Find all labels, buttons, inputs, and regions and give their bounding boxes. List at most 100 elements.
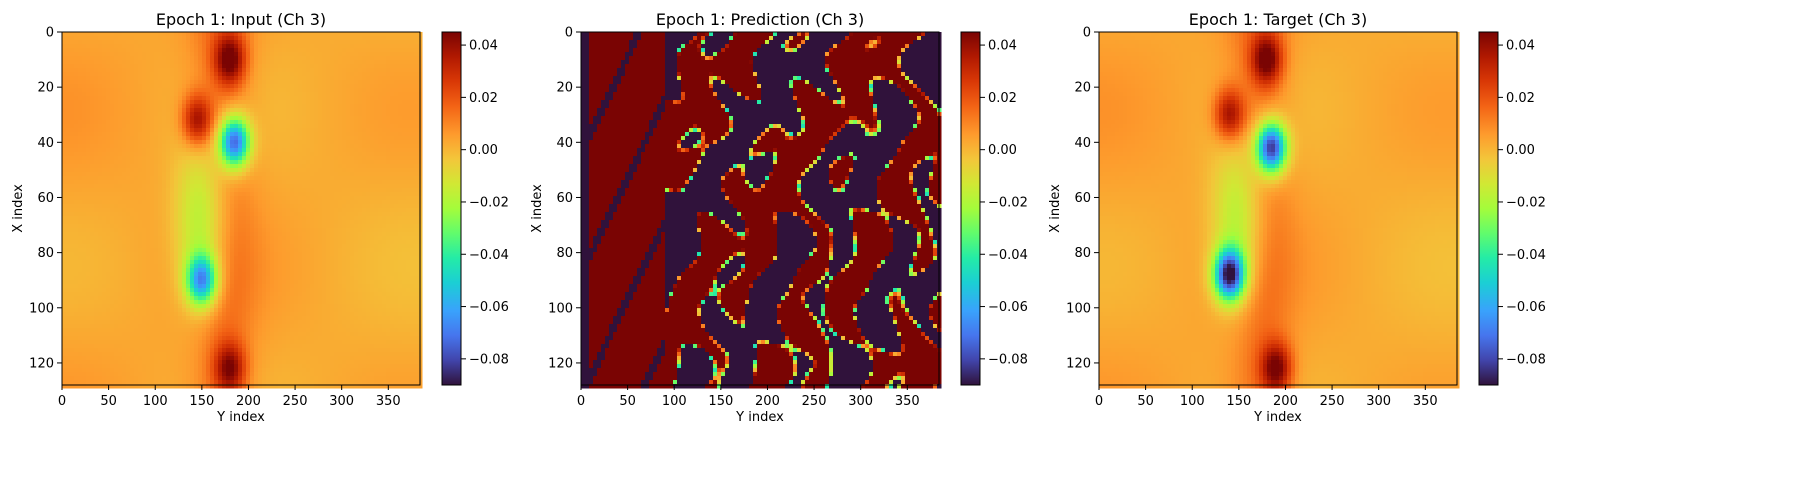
heatmap-cell xyxy=(370,68,375,73)
heatmap-cell xyxy=(158,52,163,57)
heatmap-cell xyxy=(290,104,295,109)
heatmap-cell xyxy=(126,116,131,121)
heatmap-cell xyxy=(254,92,259,97)
heatmap-cell xyxy=(270,60,275,65)
heatmap-cell xyxy=(230,100,235,105)
heatmap-cell xyxy=(150,96,155,101)
heatmap-cell xyxy=(290,48,295,53)
heatmap-cell xyxy=(154,48,159,53)
heatmap-cell xyxy=(258,100,263,105)
heatmap-cell xyxy=(154,156,159,161)
heatmap-cell xyxy=(406,44,411,49)
heatmap-cell xyxy=(82,232,87,237)
heatmap-cell xyxy=(246,64,251,69)
heatmap-cell xyxy=(286,80,291,85)
heatmap-cell xyxy=(386,44,391,49)
heatmap-cell xyxy=(174,44,179,49)
heatmap-cell xyxy=(382,128,387,133)
heatmap-cell xyxy=(246,120,251,125)
heatmap-cell xyxy=(314,56,319,61)
heatmap-cell xyxy=(306,56,311,61)
heatmap-cell xyxy=(218,200,223,205)
heatmap-cell xyxy=(170,52,175,57)
heatmap-cell xyxy=(206,176,211,181)
heatmap-cell xyxy=(374,216,379,221)
heatmap-cell xyxy=(126,224,131,229)
heatmap-cell xyxy=(238,92,243,97)
heatmap-cell xyxy=(370,124,375,129)
heatmap-cell xyxy=(102,92,107,97)
heatmap-cell xyxy=(338,44,343,49)
heatmap-cell xyxy=(238,112,243,117)
heatmap-cell xyxy=(290,168,295,173)
heatmap-cell xyxy=(230,144,235,149)
heatmap-cell xyxy=(210,136,215,141)
heatmap-cell xyxy=(86,136,91,141)
heatmap-cell xyxy=(306,128,311,133)
heatmap-cell xyxy=(198,144,203,149)
heatmap-cell xyxy=(262,124,267,129)
heatmap-cell xyxy=(114,108,119,113)
heatmap-cell xyxy=(190,192,195,197)
heatmap-cell xyxy=(122,200,127,205)
heatmap-cell xyxy=(190,96,195,101)
heatmap-cell xyxy=(322,240,327,245)
heatmap-cell xyxy=(226,212,231,217)
heatmap-cell xyxy=(394,244,399,249)
heatmap-cell xyxy=(218,216,223,221)
heatmap-cell xyxy=(334,124,339,129)
heatmap-cell xyxy=(378,44,383,49)
heatmap-cell xyxy=(314,212,319,217)
heatmap-cell xyxy=(194,128,199,133)
heatmap-cell xyxy=(210,252,215,257)
heatmap-cell xyxy=(122,208,127,213)
heatmap-cell xyxy=(78,40,83,45)
heatmap-cell xyxy=(234,148,239,153)
heatmap-cell xyxy=(250,232,255,237)
heatmap-cell xyxy=(66,52,71,57)
heatmap-cell xyxy=(282,168,287,173)
heatmap-cell xyxy=(138,160,143,165)
heatmap-cell xyxy=(342,32,347,37)
heatmap-cell xyxy=(182,180,187,185)
heatmap-cell xyxy=(70,172,75,177)
heatmap-cell xyxy=(358,56,363,61)
heatmap-cell xyxy=(190,132,195,137)
heatmap-cell xyxy=(386,96,391,101)
heatmap-cell xyxy=(370,224,375,229)
heatmap-cell xyxy=(218,188,223,193)
heatmap-cell xyxy=(110,216,115,221)
heatmap-cell xyxy=(166,136,171,141)
heatmap-cell xyxy=(394,232,399,237)
heatmap-cell xyxy=(82,164,87,169)
heatmap-cell xyxy=(146,76,151,81)
heatmap-cell xyxy=(290,52,295,57)
heatmap-cell xyxy=(114,168,119,173)
heatmap-cell xyxy=(166,184,171,189)
heatmap-cell xyxy=(390,40,395,45)
heatmap-cell xyxy=(302,112,307,117)
heatmap-cell xyxy=(182,84,187,89)
heatmap-cell xyxy=(258,236,263,241)
heatmap-cell xyxy=(318,228,323,233)
heatmap-cell xyxy=(190,244,195,249)
heatmap-cell xyxy=(110,40,115,45)
heatmap-cell xyxy=(318,172,323,177)
heatmap-cell xyxy=(282,196,287,201)
heatmap-cell xyxy=(126,92,131,97)
heatmap-cell xyxy=(290,248,295,253)
heatmap-cell xyxy=(146,176,151,181)
heatmap-cell xyxy=(314,100,319,105)
heatmap-cell xyxy=(114,104,119,109)
heatmap-cell xyxy=(66,40,71,45)
heatmap-cell xyxy=(398,52,403,57)
heatmap-cell xyxy=(174,48,179,53)
heatmap-cell xyxy=(346,120,351,125)
heatmap-cell xyxy=(114,236,119,241)
heatmap-cell xyxy=(410,216,415,221)
heatmap-cell xyxy=(130,44,135,49)
heatmap-cell xyxy=(82,60,87,65)
heatmap-cell xyxy=(306,104,311,109)
heatmap-cell xyxy=(330,112,335,117)
heatmap-cell xyxy=(366,60,371,65)
